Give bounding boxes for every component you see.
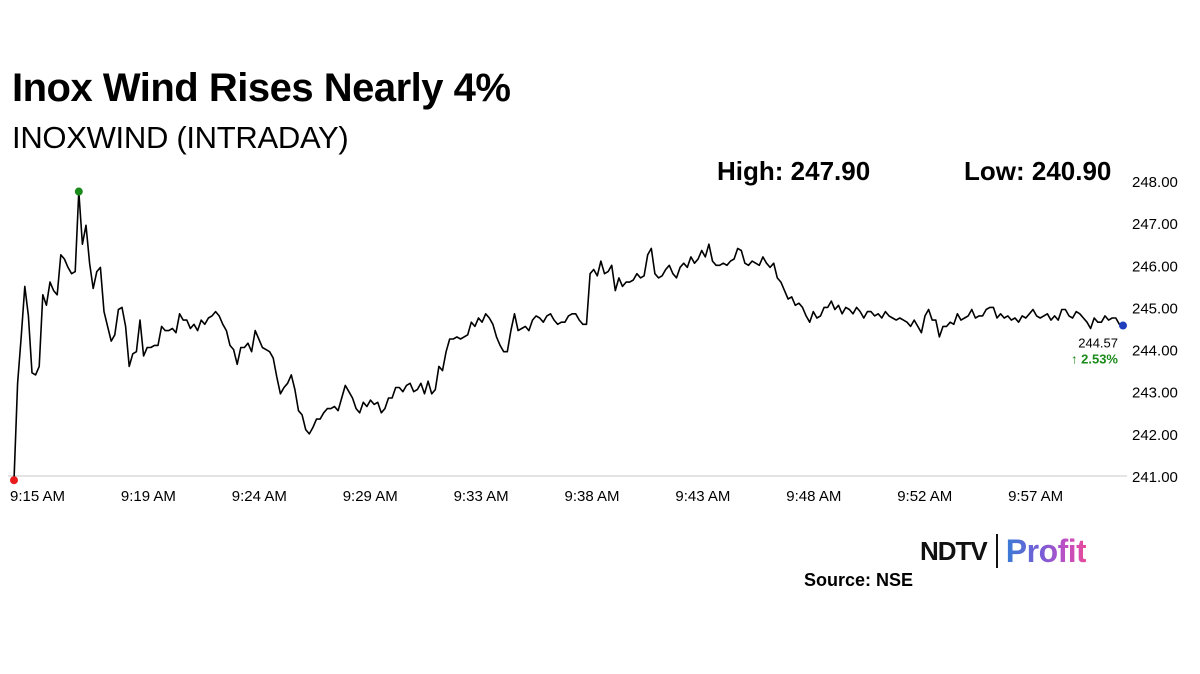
last-price-label: 244.57 (1078, 336, 1118, 351)
y-tick-label: 243.00 (1132, 385, 1178, 402)
x-tick-label: 9:38 AM (565, 488, 620, 505)
high-point-marker (74, 187, 83, 196)
x-tick-label: 9:15 AM (10, 488, 65, 505)
x-tick-label: 9:43 AM (675, 488, 730, 505)
x-tick-label: 9:24 AM (232, 488, 287, 505)
logo-divider (995, 534, 998, 568)
y-tick-label: 248.00 (1132, 174, 1178, 191)
x-tick-label: 9:48 AM (786, 488, 841, 505)
ndtv-profit-logo: NDTV Profit (920, 531, 1087, 571)
y-tick-label: 242.00 (1132, 427, 1178, 444)
x-tick-label: 9:29 AM (343, 488, 398, 505)
chart-subtitle: INOXWIND (INTRADAY) (12, 120, 349, 155)
logo-ndtv-text: NDTV (920, 535, 988, 566)
y-tick-label: 246.00 (1132, 258, 1178, 275)
price-series-line (13, 190, 1124, 481)
low-point-marker (10, 476, 18, 485)
x-tick-label: 9:52 AM (897, 488, 952, 505)
y-tick-label: 245.00 (1132, 300, 1178, 317)
y-axis: 241.00 242.00 243.00 244.00 245.00 246.00 247.… (1132, 174, 1178, 486)
logo-profit-text: Profit (1005, 532, 1087, 569)
x-tick-label: 9:57 AM (1008, 488, 1063, 505)
x-axis: 9:15 AM 9:19 AM 9:24 AM 9:29 AM 9:33 AM 9:38 … (10, 488, 1063, 505)
x-tick-label: 9:19 AM (121, 488, 176, 505)
chart-title: Inox Wind Rises Nearly 4% (12, 66, 511, 110)
y-tick-label: 244.00 (1132, 343, 1178, 360)
y-tick-label: 247.00 (1132, 216, 1178, 233)
source-note: Source: NSE (804, 570, 914, 590)
high-label: High: 247.90 (717, 156, 871, 186)
last-point-marker (1119, 321, 1127, 330)
last-change-label: ↑ 2.53% (1071, 352, 1118, 367)
x-tick-label: 9:33 AM (454, 488, 509, 505)
low-label: Low: 240.90 (964, 156, 1112, 186)
y-tick-label: 241.00 (1132, 469, 1178, 486)
